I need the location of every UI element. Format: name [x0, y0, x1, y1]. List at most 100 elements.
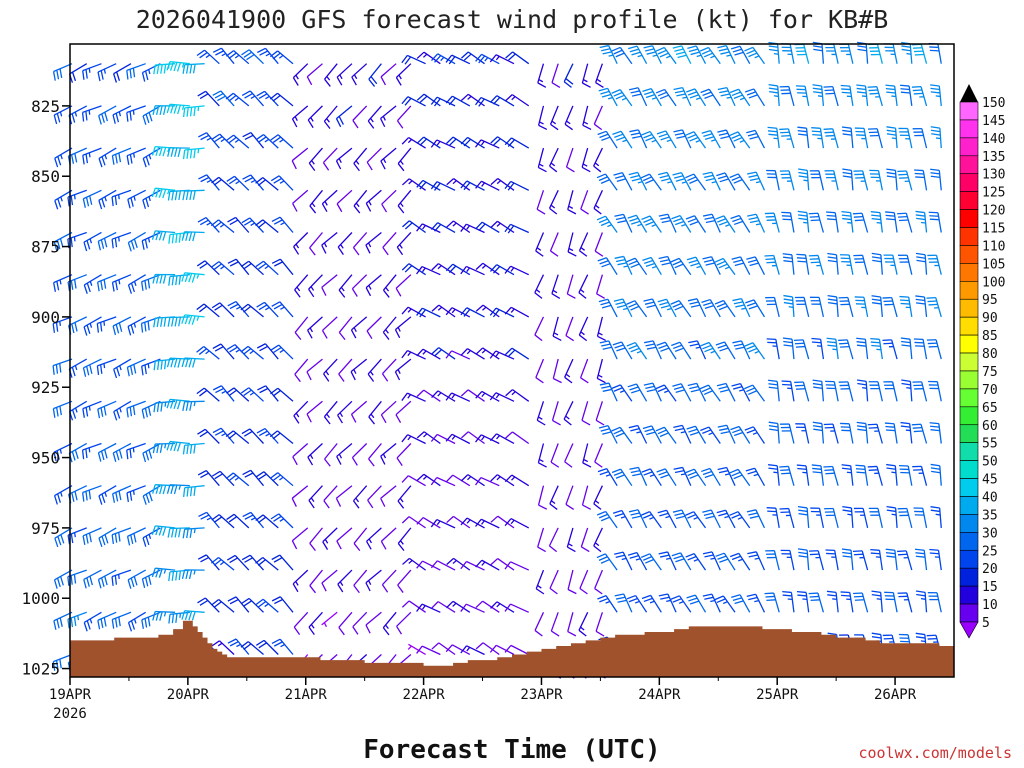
y-tick-label: 925	[31, 378, 60, 397]
barb-flag	[258, 136, 267, 143]
barb-flag	[505, 389, 513, 397]
barb-flag	[463, 138, 472, 147]
wind-barb	[53, 569, 73, 589]
colorbar-segment	[959, 388, 979, 408]
barb-flag	[83, 242, 88, 252]
barb-flag	[825, 472, 835, 475]
barb-half-flag	[422, 53, 428, 58]
barb-half-flag	[118, 236, 120, 242]
barb-flag	[869, 92, 879, 95]
colorbar-segment	[959, 567, 979, 587]
barb-flag	[60, 576, 64, 586]
barb-flag	[174, 147, 178, 157]
wind-barb	[225, 430, 250, 444]
barb-flag	[177, 358, 182, 368]
barb-staff	[380, 63, 397, 78]
barb-flag	[353, 205, 361, 214]
barb-flag	[182, 445, 186, 455]
barb-flag	[173, 442, 178, 452]
barb-flag	[170, 484, 175, 495]
barb-flag	[766, 599, 776, 601]
barb-staff	[436, 476, 456, 487]
barb-flag	[111, 619, 115, 629]
barb-half-flag	[133, 195, 136, 201]
wind-barb	[241, 428, 265, 444]
colorbar-segment	[959, 496, 979, 515]
wind-barb	[490, 601, 515, 613]
barb-half-flag	[920, 640, 926, 643]
barb-flag	[419, 309, 426, 318]
barb-flag	[145, 198, 150, 208]
barb-half-flag	[236, 306, 241, 310]
barb-flag	[352, 626, 359, 635]
barb-half-flag	[181, 62, 185, 68]
barb-flag	[256, 427, 266, 434]
wind-barb	[416, 645, 441, 656]
colorbar-label: 50	[982, 455, 998, 470]
barb-half-flag	[452, 222, 457, 227]
barb-half-flag	[88, 110, 91, 115]
barb-flag	[97, 452, 102, 462]
barb-flag	[416, 136, 425, 144]
barb-flag	[152, 611, 156, 621]
barb-half-flag	[294, 116, 298, 121]
barb-flag	[309, 585, 316, 594]
barb-flag	[126, 112, 129, 122]
x-tick-sublabel: 2026	[53, 706, 87, 722]
barb-flag	[156, 64, 160, 75]
wind-barb	[445, 433, 471, 445]
wind-barb	[168, 274, 190, 286]
barb-half-flag	[310, 497, 315, 502]
barb-flag	[419, 138, 428, 146]
barb-flag	[810, 219, 820, 222]
wind-barb	[227, 258, 250, 276]
barb-half-flag	[397, 369, 401, 374]
barb-flag	[82, 535, 86, 546]
barb-half-flag	[219, 561, 225, 566]
barb-flag	[335, 497, 342, 507]
wind-barb	[365, 611, 382, 634]
wind-barb	[53, 611, 73, 630]
barb-staff	[353, 527, 368, 544]
barb-flag	[193, 148, 196, 159]
barb-flag	[416, 266, 423, 275]
barb-flag	[152, 274, 156, 284]
barb-half-flag	[295, 412, 300, 418]
colorbar-label: 140	[982, 132, 1005, 147]
colorbar-label: 75	[982, 365, 998, 380]
barb-flag	[214, 304, 223, 311]
barb-flag	[173, 62, 178, 72]
barb-flag	[273, 641, 283, 647]
barb-flag	[350, 414, 357, 423]
barb-flag	[930, 429, 940, 432]
wind-barb	[181, 314, 205, 325]
barb-half-flag	[437, 265, 442, 270]
barb-staff	[380, 400, 397, 416]
barb-flag	[505, 94, 513, 102]
barb-flag	[71, 71, 77, 82]
wind-barb	[322, 147, 338, 171]
barb-flag	[166, 484, 171, 494]
wind-barb	[367, 358, 382, 382]
barb-flag	[171, 571, 175, 581]
barb-flag	[142, 115, 147, 125]
wind-barb	[353, 147, 368, 172]
barb-flag	[197, 554, 207, 560]
barb-staff	[510, 603, 530, 613]
barb-half-flag	[147, 363, 150, 369]
barb-flag	[257, 221, 266, 229]
barb-staff	[294, 358, 309, 375]
wind-barb	[380, 400, 397, 424]
barb-flag	[160, 64, 163, 74]
barb-flag	[490, 474, 498, 482]
barb-flag	[381, 584, 389, 593]
barb-flag	[53, 282, 57, 292]
barb-flag	[141, 619, 144, 629]
barb-half-flag	[279, 476, 284, 481]
barb-staff	[436, 433, 456, 445]
barb-flag	[323, 416, 331, 425]
barb-flag	[382, 289, 390, 298]
barb-flag	[490, 601, 498, 609]
barb-flag	[57, 536, 62, 546]
barb-flag	[240, 387, 250, 394]
